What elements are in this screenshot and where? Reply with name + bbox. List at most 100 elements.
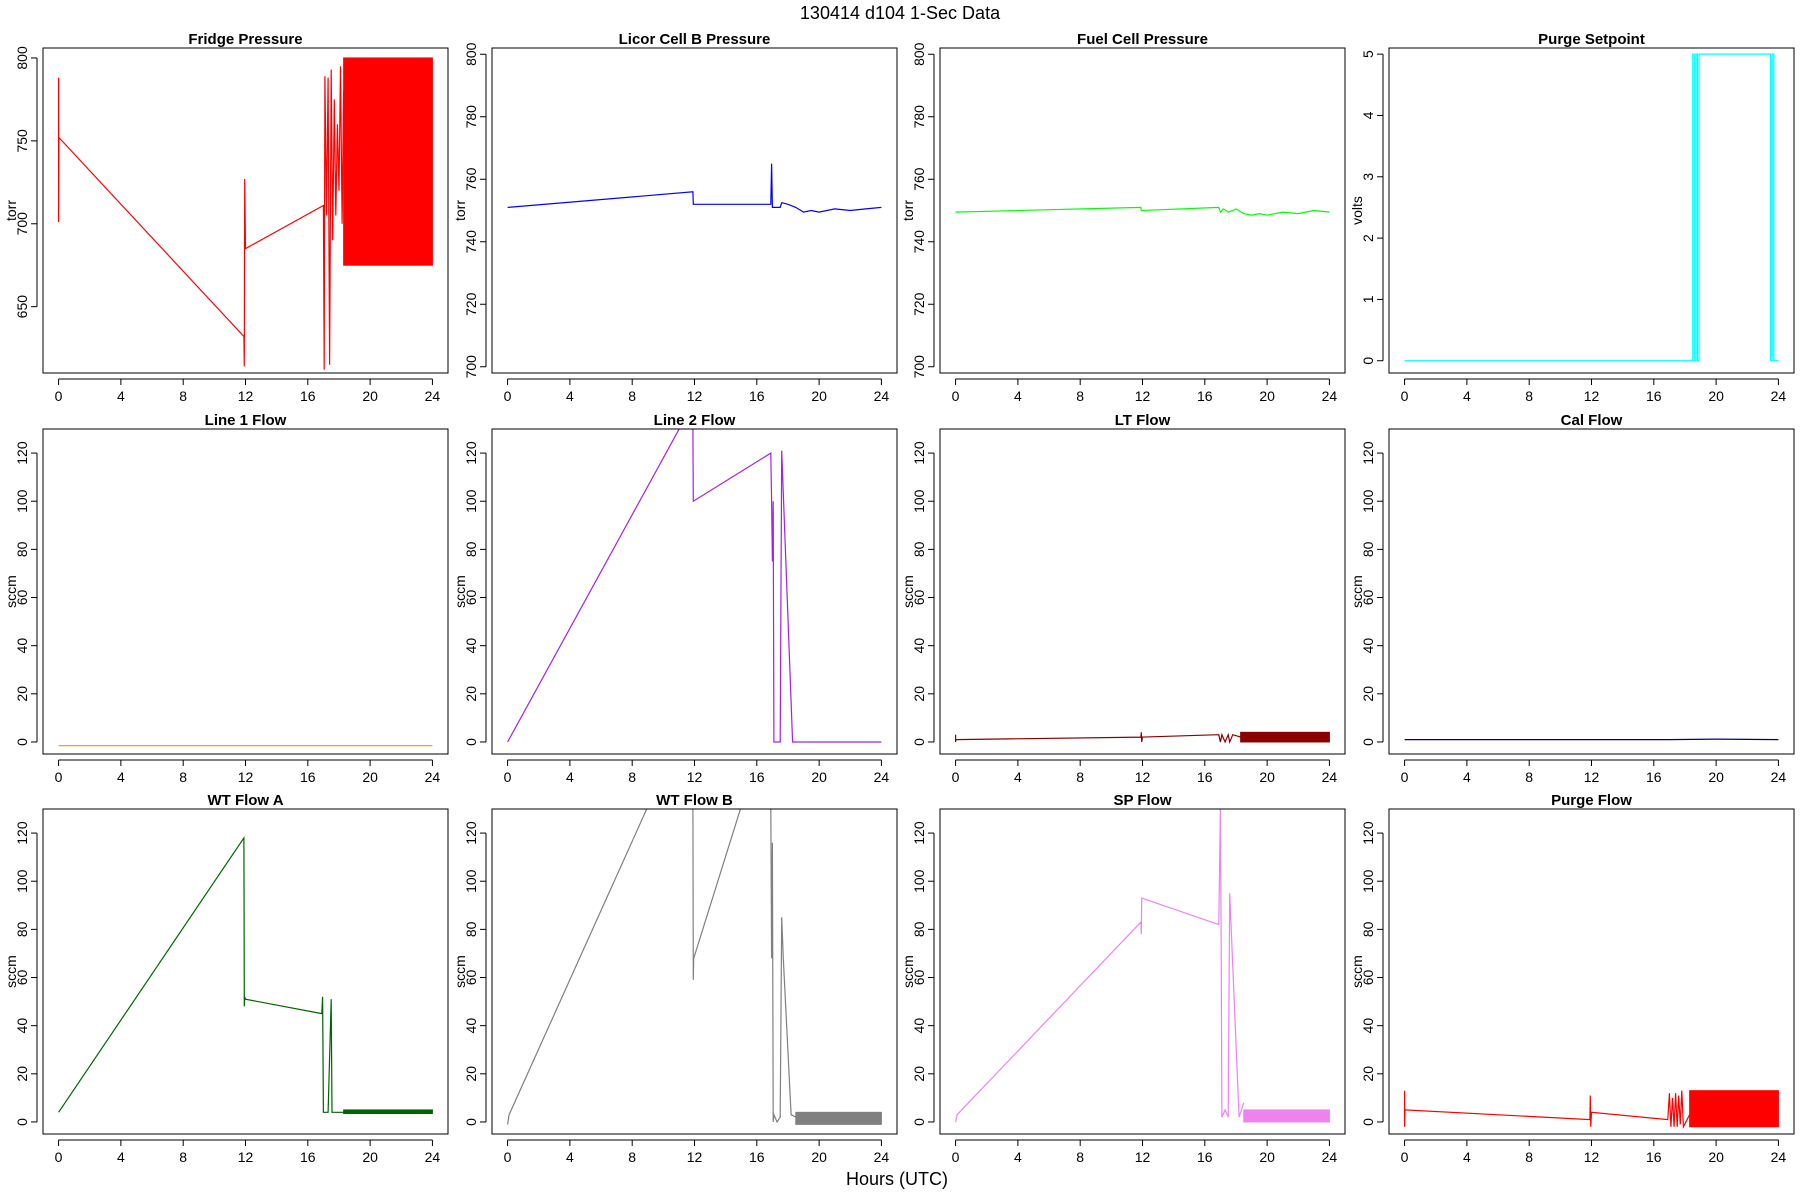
x-tick-label: 20 (362, 769, 378, 785)
y-tick-label: 100 (1360, 869, 1376, 893)
x-tick-label: 8 (628, 769, 636, 785)
plot-frame (1388, 428, 1795, 755)
panel-line-1-flow: Line 1 Flow sccm 0 4 8 12 16 20 24 0 20 40 60 80 100 12… (3, 412, 449, 785)
y-axis: 0 20 40 60 80 100 120 (463, 821, 487, 1126)
x-tick-label: 0 (1401, 388, 1409, 404)
y-tick-label: 80 (463, 541, 479, 557)
x-tick-label: 8 (1525, 388, 1533, 404)
x-tick-label: 0 (952, 769, 960, 785)
x-tick-label: 8 (179, 1149, 187, 1165)
y-tick-label: 120 (463, 821, 479, 845)
y-axis-label: sccm (900, 575, 916, 608)
y-tick-label: 700 (14, 212, 30, 236)
x-tick-label: 24 (425, 769, 441, 785)
x-tick-label: 12 (1584, 388, 1600, 404)
y-axis-label: sccm (1349, 575, 1365, 608)
x-axis: 0 4 8 12 16 20 24 (504, 1139, 889, 1165)
series-line-0 (955, 809, 1245, 1123)
y-tick-label: 40 (1360, 638, 1376, 654)
y-tick-label: 800 (911, 42, 927, 66)
x-tick-label: 8 (1525, 769, 1533, 785)
y-axis: 0 20 40 60 80 100 120 (911, 441, 935, 746)
y-tick-label: 40 (463, 1018, 479, 1034)
x-tick-label: 20 (811, 388, 827, 404)
y-tick-label: 20 (463, 686, 479, 702)
y-tick-label: 40 (463, 638, 479, 654)
y-tick-label: 780 (463, 105, 479, 129)
y-tick-label: 120 (911, 441, 927, 465)
y-axis: 650 700 750 800 (14, 46, 38, 318)
series-line-0 (1404, 738, 1779, 741)
y-tick-label: 0 (1360, 357, 1376, 365)
x-tick-label: 20 (362, 1149, 378, 1165)
x-tick-label: 24 (1771, 769, 1787, 785)
x-axis: 0 4 8 12 16 20 24 (1401, 1139, 1787, 1165)
y-tick-label: 760 (463, 167, 479, 191)
y-axis-label: sccm (3, 955, 19, 988)
x-tick-label: 4 (117, 388, 125, 404)
panel-title: LT Flow (1115, 412, 1171, 429)
x-tick-label: 12 (1135, 388, 1151, 404)
figure-title: 130414 d104 1-Sec Data (800, 3, 1001, 23)
panel-title: Line 2 Flow (654, 412, 736, 429)
x-axis: 0 4 8 12 16 20 24 (504, 378, 889, 404)
y-tick-label: 1 (1360, 295, 1376, 303)
x-axis: 0 4 8 12 16 20 24 (55, 378, 440, 404)
y-tick-label: 700 (911, 355, 927, 379)
x-tick-label: 4 (566, 769, 574, 785)
noise-band (1689, 1090, 1779, 1128)
y-tick-label: 0 (14, 738, 30, 746)
y-tick-label: 80 (1360, 541, 1376, 557)
x-tick-label: 16 (1197, 388, 1213, 404)
plot-frame (42, 808, 449, 1135)
x-tick-label: 24 (1771, 388, 1787, 404)
x-axis: 0 4 8 12 16 20 24 (55, 1139, 440, 1165)
y-tick-label: 20 (1360, 686, 1376, 702)
x-tick-label: 12 (238, 1149, 254, 1165)
y-tick-label: 740 (463, 230, 479, 254)
y-axis: 0 1 2 3 4 5 (1360, 50, 1384, 365)
panel-title: Fridge Pressure (188, 31, 302, 48)
x-tick-label: 20 (1259, 769, 1275, 785)
x-tick-label: 4 (1463, 769, 1471, 785)
x-tick-label: 24 (1771, 1149, 1787, 1165)
series-line-0 (507, 429, 882, 743)
y-tick-label: 740 (911, 230, 927, 254)
x-axis: 0 4 8 12 16 20 24 (504, 759, 890, 785)
y-tick-label: 750 (14, 129, 30, 153)
y-tick-label: 0 (463, 738, 479, 746)
y-tick-label: 80 (1360, 921, 1376, 937)
series-line-0 (955, 206, 1330, 216)
y-tick-label: 800 (463, 42, 479, 66)
series-line-0 (507, 163, 882, 213)
series-line-0 (1404, 53, 1779, 362)
panel-title: Purge Flow (1551, 792, 1632, 809)
x-tick-label: 12 (1584, 769, 1600, 785)
x-tick-label: 0 (952, 388, 960, 404)
noise-band (343, 57, 433, 266)
x-tick-label: 20 (811, 769, 827, 785)
plot-frame (1388, 808, 1795, 1135)
x-tick-label: 24 (874, 769, 890, 785)
y-axis: 0 20 40 60 80 100 120 (14, 821, 38, 1126)
y-axis-label: torr (900, 200, 916, 221)
y-tick-label: 0 (463, 1118, 479, 1126)
y-tick-label: 20 (1360, 1066, 1376, 1082)
x-tick-label: 8 (1525, 1149, 1533, 1165)
y-tick-label: 700 (463, 355, 479, 379)
x-tick-label: 12 (1584, 1149, 1600, 1165)
x-tick-label: 20 (811, 1149, 827, 1165)
y-tick-label: 120 (463, 441, 479, 465)
y-tick-label: 20 (911, 686, 927, 702)
y-tick-label: 80 (911, 541, 927, 557)
y-tick-label: 40 (1360, 1018, 1376, 1034)
noise-band (795, 1111, 882, 1125)
x-tick-label: 4 (1463, 1149, 1471, 1165)
y-tick-label: 800 (14, 46, 30, 70)
y-axis: 0 20 40 60 80 100 120 (14, 441, 38, 746)
x-tick-label: 4 (566, 1149, 574, 1165)
y-tick-label: 60 (911, 590, 927, 606)
